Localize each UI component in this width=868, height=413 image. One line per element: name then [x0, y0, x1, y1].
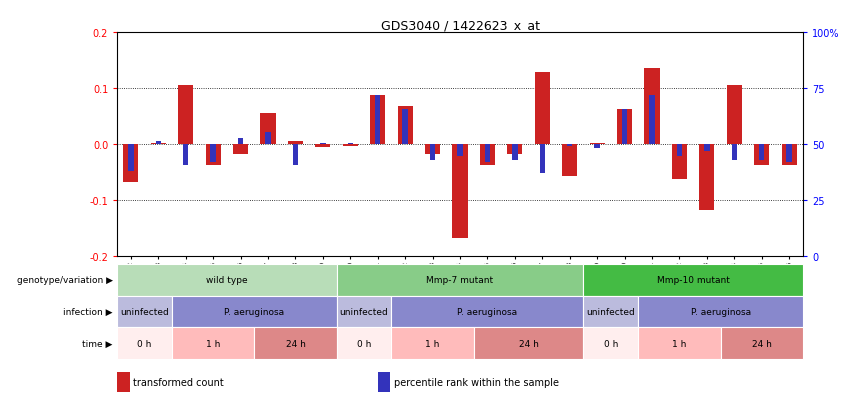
Bar [238, 139, 243, 145]
Title: GDS3040 / 1422623_x_at: GDS3040 / 1422623_x_at [380, 19, 540, 32]
Text: P. aeruginosa: P. aeruginosa [457, 307, 517, 316]
Bar [583, 264, 803, 296]
Bar [704, 145, 710, 151]
Bar [254, 328, 337, 359]
Bar [378, 372, 390, 392]
Text: uninfected: uninfected [587, 307, 635, 316]
Bar [567, 145, 573, 147]
Bar [638, 296, 803, 328]
Text: time ▶: time ▶ [82, 339, 113, 348]
Bar [786, 145, 792, 162]
Bar [178, 86, 194, 145]
Bar [638, 328, 720, 359]
Bar [288, 142, 303, 145]
Text: P. aeruginosa: P. aeruginosa [224, 307, 285, 316]
Bar [337, 264, 583, 296]
Bar [183, 145, 188, 166]
Bar [128, 145, 134, 171]
Bar [117, 264, 337, 296]
Bar [371, 95, 385, 145]
Bar [512, 145, 517, 160]
Bar [540, 145, 545, 173]
Bar [172, 296, 337, 328]
Bar [266, 132, 271, 145]
Bar [117, 296, 172, 328]
Text: 1 h: 1 h [206, 339, 220, 348]
Bar [452, 145, 468, 238]
Text: 0 h: 0 h [137, 339, 152, 348]
Text: infection ▶: infection ▶ [63, 307, 113, 316]
Bar [782, 145, 797, 166]
Bar [375, 95, 380, 145]
Bar [391, 296, 583, 328]
Bar [315, 145, 331, 147]
Bar [117, 328, 172, 359]
Text: 24 h: 24 h [519, 339, 538, 348]
Bar [484, 145, 490, 162]
Text: transformed count: transformed count [133, 377, 224, 387]
Bar [425, 145, 440, 154]
Bar [123, 145, 138, 183]
Text: 24 h: 24 h [752, 339, 772, 348]
Bar [398, 107, 412, 145]
Bar [720, 328, 803, 359]
Text: 1 h: 1 h [425, 339, 440, 348]
Bar [677, 145, 682, 157]
Bar [727, 86, 742, 145]
Bar [151, 144, 166, 145]
Bar [233, 145, 248, 154]
Bar [595, 145, 600, 149]
Bar [320, 144, 326, 145]
Bar [337, 296, 391, 328]
Bar [403, 110, 408, 145]
Text: Mmp-7 mutant: Mmp-7 mutant [426, 275, 494, 285]
Bar [583, 296, 638, 328]
Bar [732, 145, 737, 160]
Bar [649, 95, 654, 145]
Bar [117, 372, 129, 392]
Bar [583, 328, 638, 359]
Bar [172, 328, 254, 359]
Bar [480, 145, 495, 166]
Text: 0 h: 0 h [357, 339, 372, 348]
Bar [391, 328, 474, 359]
Text: 24 h: 24 h [286, 339, 306, 348]
Text: Mmp-10 mutant: Mmp-10 mutant [657, 275, 730, 285]
Bar [700, 145, 714, 210]
Bar [621, 110, 628, 145]
Bar [337, 328, 391, 359]
Bar [430, 145, 436, 160]
Bar [535, 73, 549, 145]
Text: genotype/variation ▶: genotype/variation ▶ [16, 275, 113, 285]
Text: percentile rank within the sample: percentile rank within the sample [393, 377, 558, 387]
Text: 1 h: 1 h [673, 339, 687, 348]
Bar [508, 145, 523, 154]
Text: wild type: wild type [206, 275, 247, 285]
Bar [347, 144, 353, 145]
Bar [457, 145, 463, 157]
Bar [617, 110, 632, 145]
Bar [589, 144, 605, 145]
Bar [155, 142, 161, 145]
Bar [260, 114, 275, 145]
Bar [672, 145, 687, 179]
Bar [754, 145, 769, 166]
Bar [293, 145, 299, 166]
Text: P. aeruginosa: P. aeruginosa [691, 307, 751, 316]
Bar [206, 145, 220, 166]
Bar [474, 328, 583, 359]
Text: uninfected: uninfected [339, 307, 388, 316]
Text: 0 h: 0 h [604, 339, 618, 348]
Text: uninfected: uninfected [121, 307, 169, 316]
Bar [562, 145, 577, 177]
Bar [343, 145, 358, 147]
Bar [210, 145, 216, 162]
Bar [759, 145, 765, 160]
Bar [645, 69, 660, 145]
